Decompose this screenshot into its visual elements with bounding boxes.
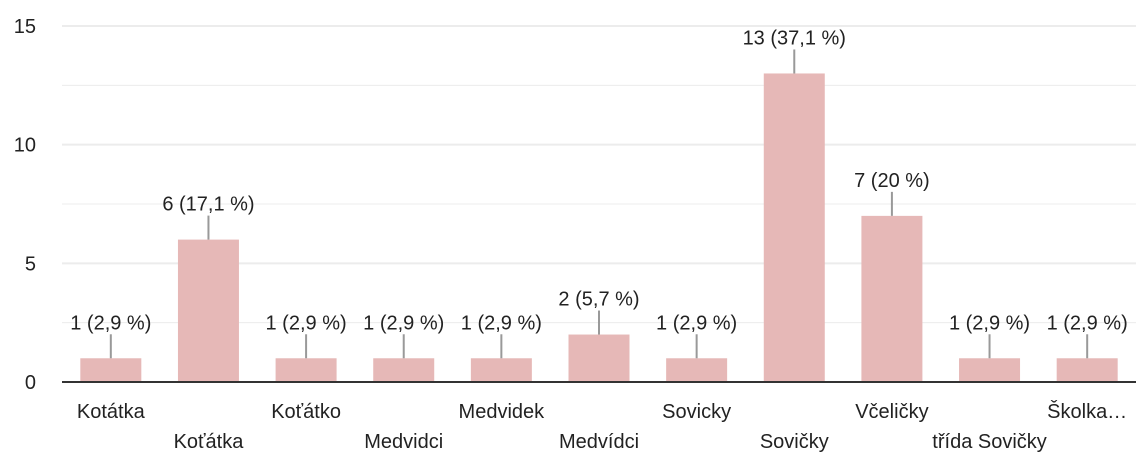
x-category-label: Sovičky (760, 431, 829, 453)
bar (861, 215, 923, 382)
x-category-label: Kotátka (77, 401, 146, 423)
data-label: 1 (2,9 %) (461, 312, 542, 334)
bar (373, 358, 435, 382)
bar (666, 358, 728, 382)
x-category-label: třída Sovičky (932, 431, 1046, 453)
data-label: 2 (5,7 %) (558, 289, 639, 311)
y-axis-ticks: 0 5 10 15 (14, 16, 36, 394)
x-category-label: Medvidek (459, 401, 546, 423)
x-category-label: Včeličky (855, 401, 928, 423)
bar (470, 358, 532, 382)
bar (959, 358, 1021, 382)
y-tick-label: 15 (14, 16, 36, 38)
y-tick-label: 0 (25, 372, 36, 394)
x-category-label: Školka… (1047, 400, 1127, 423)
bar (177, 239, 239, 382)
data-label: 1 (2,9 %) (949, 312, 1030, 334)
data-label: 1 (2,9 %) (363, 312, 444, 334)
x-category-label: Koťátko (271, 401, 341, 423)
y-tick-label: 5 (25, 253, 36, 275)
bar (1056, 358, 1118, 382)
data-label: 1 (2,9 %) (266, 312, 347, 334)
bar (275, 358, 337, 382)
category-labels: Kotátka Koťátka Koťátko Medvidci Medvidek Med… (77, 400, 1127, 453)
data-label: 1 (2,9 %) (70, 312, 151, 334)
x-category-label: Medvídci (559, 431, 639, 453)
data-label: 6 (17,1 %) (162, 194, 254, 216)
bars (80, 73, 1118, 382)
x-category-label: Medvidci (364, 431, 443, 453)
label-leaders (109, 49, 1089, 359)
bar (763, 73, 825, 382)
data-label: 1 (2,9 %) (656, 312, 737, 334)
data-label: 1 (2,9 %) (1047, 312, 1128, 334)
bar (568, 334, 630, 382)
data-label: 7 (20 %) (854, 170, 930, 192)
data-labels: 1 (2,9 %) 6 (17,1 %) 1 (2,9 %) 1 (2,9 %) 1 (… (70, 27, 1128, 334)
data-label: 13 (37,1 %) (743, 27, 846, 49)
y-tick-label: 10 (14, 135, 36, 157)
x-category-label: Sovicky (662, 401, 731, 423)
x-category-label: Koťátka (174, 431, 245, 453)
gridlines (62, 25, 1136, 324)
bar (80, 358, 142, 382)
